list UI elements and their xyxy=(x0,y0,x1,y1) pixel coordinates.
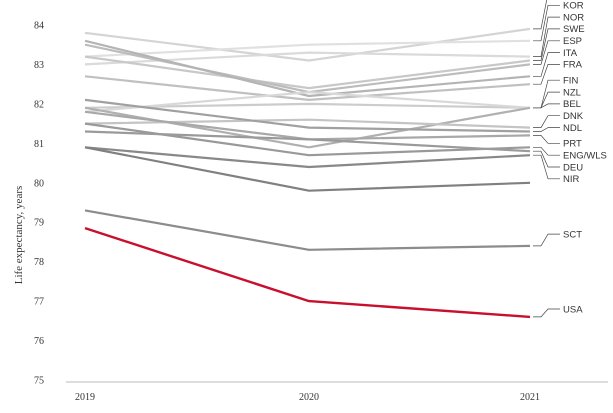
label-leader-line xyxy=(533,16,560,57)
series-line-sct xyxy=(84,146,531,192)
y-tick-label: 77 xyxy=(34,297,44,308)
series-line-unlabeled xyxy=(84,209,531,251)
series-line-che xyxy=(84,27,531,62)
series-line-deu xyxy=(84,130,531,153)
series-line-ndl xyxy=(84,98,531,133)
label-leader-line xyxy=(533,308,560,318)
y-tick-label: 75 xyxy=(34,376,44,387)
series-label: PRT xyxy=(563,139,582,150)
series-labels: CHEKORNORSWEESPITAFRAFINNZLBELDNKNDLPRTE… xyxy=(533,0,607,318)
series-line-dnk xyxy=(84,118,531,129)
series-label: NZL xyxy=(563,87,581,98)
y-axis-title: Life expectancy, years xyxy=(13,186,25,285)
label-leader-line xyxy=(533,64,560,85)
label-leader-line xyxy=(533,28,560,61)
y-tick-label: 84 xyxy=(34,21,44,32)
label-leader-line xyxy=(533,154,560,180)
plot-lines xyxy=(84,27,531,319)
x-tick-label: 2019 xyxy=(75,392,95,403)
label-leader-line xyxy=(533,115,560,128)
label-leader-line xyxy=(533,233,560,247)
series-line-fin xyxy=(84,102,531,109)
series-label: DNK xyxy=(563,111,584,122)
series-label: SWE xyxy=(563,24,585,35)
series-label: FRA xyxy=(563,60,583,71)
series-label: KOR xyxy=(563,1,584,12)
label-leader-line xyxy=(533,127,560,132)
series-line-fra xyxy=(84,75,531,102)
y-tick-label: 76 xyxy=(34,336,44,347)
label-leader-line xyxy=(533,146,560,156)
label-leader-line xyxy=(533,52,560,77)
label-leader-line xyxy=(533,4,560,42)
series-label: ITA xyxy=(563,48,578,59)
y-tick-label: 82 xyxy=(34,99,44,110)
series-line-kor xyxy=(84,39,531,58)
label-leader-line xyxy=(533,0,548,30)
series-line-ita xyxy=(84,39,531,98)
series-label: DEU xyxy=(563,162,583,173)
series-label: USA xyxy=(563,304,583,315)
label-leader-line xyxy=(533,150,560,168)
series-label: NOR xyxy=(563,12,584,23)
series-label: NDL xyxy=(563,123,582,134)
y-tick-label: 78 xyxy=(34,257,44,268)
label-leader-line xyxy=(533,40,560,65)
x-tick-label: 2020 xyxy=(299,392,319,403)
series-line-nir xyxy=(84,146,531,169)
series-label: BEL xyxy=(563,99,581,110)
axes: 75 76 77 78 79 80 81 82 83 84 2019 2020 2021 xyxy=(34,21,608,403)
series-label: ENG/WLS xyxy=(563,150,607,161)
series-line-swe xyxy=(84,55,531,90)
series-label: SCT xyxy=(563,229,582,240)
y-tick-label: 80 xyxy=(34,178,44,189)
series-label: NIR xyxy=(563,174,580,185)
label-leader-line xyxy=(533,103,560,109)
x-tick-label: 2021 xyxy=(520,392,540,403)
series-label: ESP xyxy=(563,36,582,47)
y-tick-label: 83 xyxy=(34,60,44,71)
label-leader-line xyxy=(533,91,560,109)
label-leader-line xyxy=(533,135,560,144)
y-tick-label: 81 xyxy=(34,139,44,150)
series-label: FIN xyxy=(563,76,578,87)
series-line-usa xyxy=(84,226,531,319)
series-line-nzl xyxy=(84,90,531,113)
y-tick-label: 79 xyxy=(34,218,44,229)
